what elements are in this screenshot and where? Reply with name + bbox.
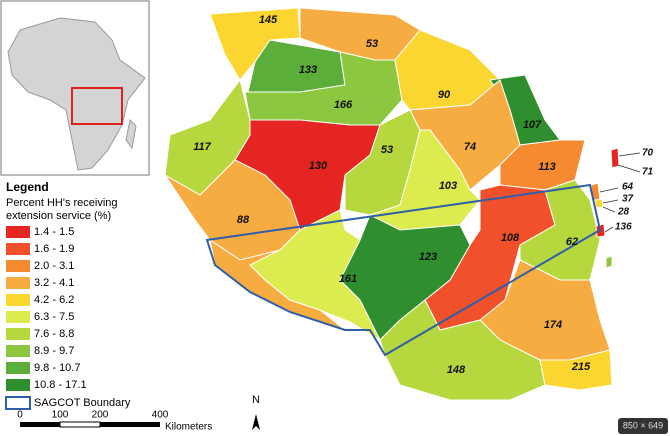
island-label: 71 — [642, 167, 654, 178]
region-label: 103 — [439, 180, 457, 192]
legend-swatch — [6, 345, 30, 357]
legend-swatch — [6, 294, 30, 306]
legend-swatch — [6, 362, 30, 374]
region — [539, 349, 613, 391]
legend-label: 4.2 - 6.2 — [34, 294, 74, 306]
island-label: 64 — [622, 182, 634, 193]
legend-label: 10.8 - 17.1 — [34, 379, 87, 391]
scale-bar: 0 100 200 400 Kilometers — [17, 410, 212, 433]
legend-label: 9.8 - 10.7 — [34, 362, 80, 374]
legend-label: 1.4 - 1.5 — [34, 226, 74, 238]
region-label: 74 — [464, 141, 476, 153]
legend-swatch — [6, 311, 30, 323]
region-label: 107 — [523, 119, 542, 131]
region-label: 88 — [237, 214, 250, 226]
boundary-swatch — [5, 396, 31, 410]
region-label: 62 — [566, 236, 578, 248]
legend-label: 2.0 - 3.1 — [34, 260, 74, 272]
legend-subtitle: Percent HH's receiving — [6, 197, 118, 209]
legend-subtitle: extension service (%) — [6, 210, 111, 222]
region-label: 215 — [571, 361, 591, 373]
region-label: 108 — [501, 232, 520, 244]
legend-label: SAGCOT Boundary — [34, 397, 131, 409]
africa-shape — [7, 17, 146, 171]
scale-unit: Kilometers — [165, 422, 212, 433]
north-label: N — [252, 394, 260, 406]
legend-label: 7.6 - 8.8 — [34, 328, 74, 340]
inset-map — [0, 0, 150, 176]
region-labels: 145 53 133 166 90 107 117 130 53 74 113 … — [193, 14, 653, 376]
sagcot-boundary — [205, 183, 602, 357]
size-badge — [618, 418, 668, 434]
region-label: 133 — [299, 64, 317, 76]
island-label: 136 — [615, 222, 632, 233]
island — [605, 255, 613, 269]
region-label: 145 — [259, 14, 278, 26]
island — [594, 198, 604, 209]
legend-title: Legend — [6, 180, 49, 194]
scale-label: 0 — [17, 410, 23, 421]
region-label: 130 — [309, 160, 328, 172]
legend-swatch — [6, 379, 30, 391]
scale-label: 100 — [52, 410, 69, 421]
legend-swatch — [6, 260, 30, 272]
legend: Legend Percent HH's receiving extension … — [5, 180, 131, 410]
region-label: 161 — [339, 273, 357, 285]
legend-label: 8.9 - 9.7 — [34, 345, 74, 357]
madagascar-shape — [125, 118, 137, 150]
island-label: 70 — [642, 148, 654, 159]
legend-label: 3.2 - 4.1 — [34, 277, 74, 289]
legend-swatch — [6, 277, 30, 289]
region-label: 123 — [419, 251, 437, 263]
inset-highlight — [71, 87, 123, 125]
regions — [164, 7, 620, 401]
scale-label: 400 — [152, 410, 169, 421]
north-arrow: N — [252, 394, 260, 430]
island-label: 28 — [617, 207, 630, 218]
region-label: 166 — [334, 99, 353, 111]
region-label: 53 — [366, 38, 378, 50]
legend-swatch — [6, 243, 30, 255]
legend-swatch — [6, 328, 30, 340]
region-label: 174 — [544, 319, 562, 331]
island-label: 37 — [622, 194, 634, 205]
region-label: 117 — [193, 141, 211, 153]
island — [610, 147, 620, 169]
leader-lines — [599, 152, 641, 233]
legend-swatch — [6, 226, 30, 238]
region — [249, 209, 382, 342]
size-badge-text: 850 × 649 — [623, 420, 663, 430]
legend-label: 6.3 - 7.5 — [34, 311, 74, 323]
region-label: 90 — [438, 89, 451, 101]
region-label: 113 — [538, 161, 556, 173]
scale-label: 200 — [92, 410, 109, 421]
region-label: 148 — [447, 364, 466, 376]
region-label: 53 — [381, 144, 393, 156]
legend-label: 1.6 - 1.9 — [34, 243, 74, 255]
